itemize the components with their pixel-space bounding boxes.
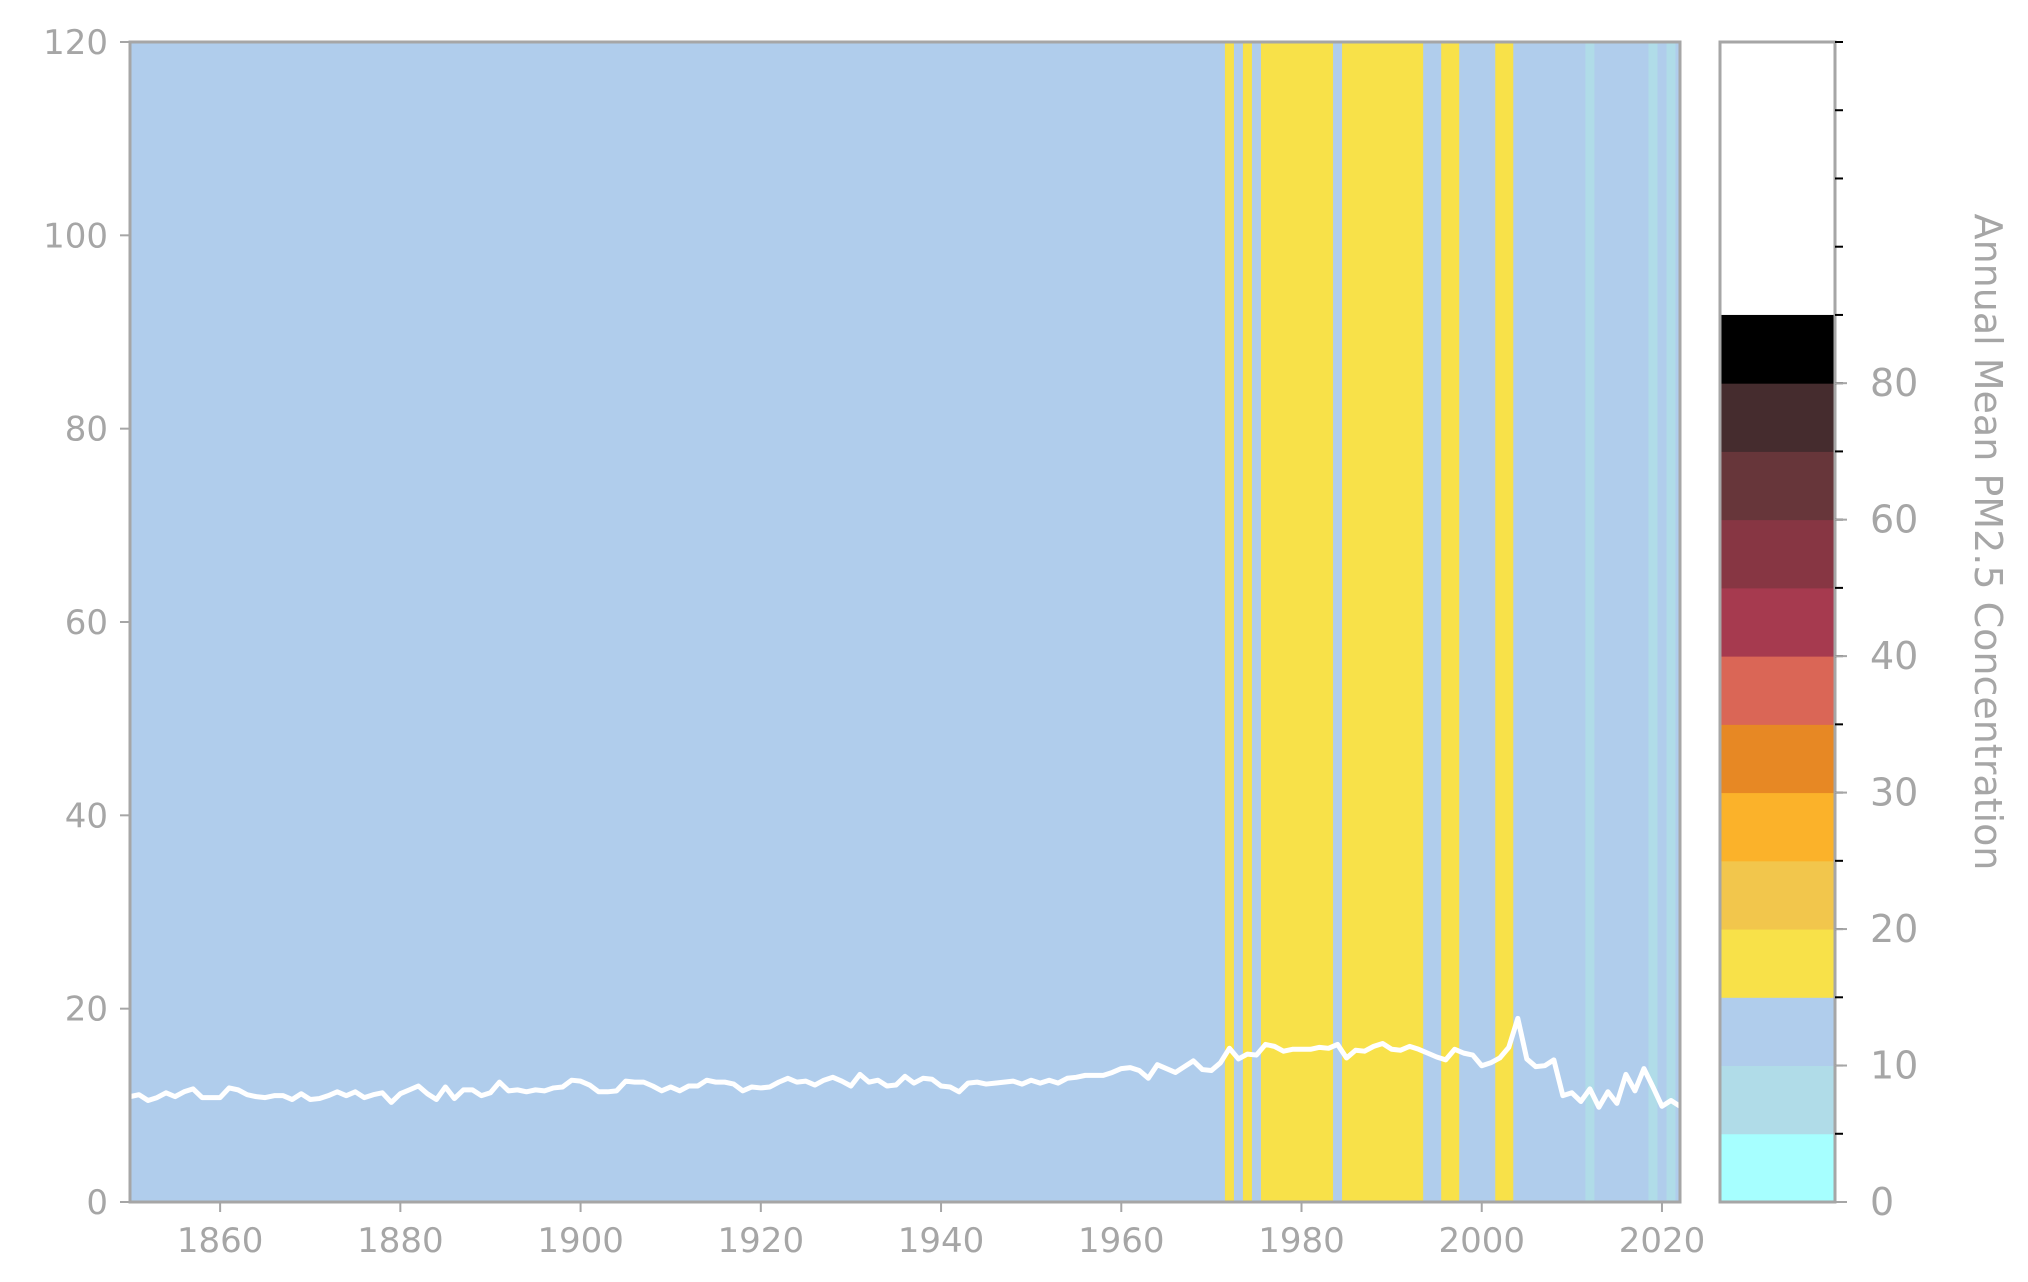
x-axis: 1860 1880 1900 1920 1940 1960 1980 2000 2020	[177, 1202, 1705, 1261]
series-line	[127, 1015, 1683, 1110]
band-yellow	[1224, 42, 1235, 1202]
x-tick-label: 1940	[898, 1221, 985, 1261]
x-tick-label: 2020	[1619, 1221, 1706, 1261]
y-tick-label: 100	[43, 216, 108, 256]
band-blue	[1459, 42, 1496, 1202]
band-blue	[1594, 42, 1649, 1202]
colorbar-segment	[1720, 792, 1835, 862]
band-cyan	[1585, 42, 1595, 1202]
y-axis: 0 20 40 60 80 100 120	[43, 23, 130, 1223]
colorbar-segment	[1720, 451, 1835, 521]
background-bands	[130, 42, 1681, 1202]
band-blue	[1423, 42, 1442, 1202]
colorbar-tick-label: 20	[1870, 907, 1918, 951]
band-blue	[130, 42, 1226, 1202]
x-tick-label: 1880	[357, 1221, 444, 1261]
x-tick-label: 1920	[718, 1221, 805, 1261]
band-yellow	[1242, 42, 1253, 1202]
colorbar-tick-label: 30	[1870, 771, 1918, 815]
x-tick-label: 1980	[1258, 1221, 1345, 1261]
y-tick-label: 80	[65, 410, 108, 450]
band-yellow	[1495, 42, 1514, 1202]
colorbar-segment	[1720, 314, 1835, 384]
colorbar-frame	[1718, 40, 1837, 1204]
colorbar-tick-label: 80	[1870, 361, 1918, 405]
y-tick-label: 120	[43, 23, 108, 63]
colorbar-tick-label: 0	[1870, 1180, 1894, 1224]
colorbar-segment	[1720, 929, 1835, 998]
colorbar-segment	[1720, 1065, 1835, 1135]
colorbar-segment	[1720, 1133, 1835, 1203]
band-yellow	[1260, 42, 1334, 1202]
colorbar-segment	[1720, 724, 1835, 794]
colorbar-segment	[1720, 656, 1835, 725]
colorbar-tick-label: 40	[1870, 634, 1918, 678]
colorbar-segment	[1720, 383, 1835, 452]
y-tick-label: 60	[65, 603, 108, 643]
band-blue	[1657, 42, 1667, 1202]
colorbar-segment	[1720, 860, 1835, 930]
band-blue	[1513, 42, 1586, 1202]
colorbar-tick-label: 60	[1870, 498, 1918, 542]
colorbar: 0 10 20 30 40 60 80	[1718, 40, 1918, 1224]
band-cyan	[1648, 42, 1658, 1202]
colorbar-segment	[1720, 519, 1835, 589]
pm25-series-line	[127, 1015, 1683, 1110]
band-blue	[1333, 42, 1343, 1202]
y-tick-label: 0	[86, 1183, 108, 1223]
x-tick-label: 2000	[1438, 1221, 1525, 1261]
band-yellow	[1342, 42, 1424, 1202]
band-yellow	[1441, 42, 1460, 1202]
band-blue	[1675, 42, 1681, 1202]
colorbar-label: Annual Mean PM2.5 Concentration	[1966, 214, 2010, 871]
band-cyan	[1666, 42, 1676, 1202]
colorbar-segment	[1720, 587, 1835, 657]
colorbar-tick-label: 10	[1870, 1044, 1918, 1088]
colorbar-segment	[1720, 997, 1835, 1067]
band-blue	[1251, 42, 1262, 1202]
x-tick-label: 1860	[177, 1221, 264, 1261]
band-blue	[1233, 42, 1244, 1202]
y-tick-label: 20	[65, 990, 108, 1030]
x-tick-label: 1960	[1078, 1221, 1165, 1261]
y-tick-label: 40	[65, 796, 108, 836]
x-tick-label: 1900	[537, 1221, 624, 1261]
